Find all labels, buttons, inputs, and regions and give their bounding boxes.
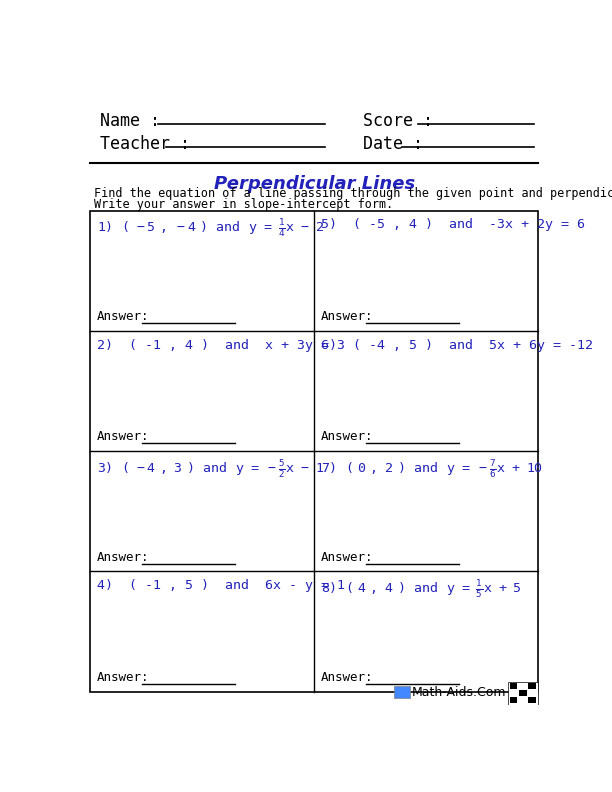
Text: Answer:: Answer: — [97, 310, 149, 323]
Text: 5)  ( -5 , 4 )  and  -3x + 2y = 6: 5) ( -5 , 4 ) and -3x + 2y = 6 — [321, 219, 584, 231]
Text: 6)  ( -4 , 5 )  and  5x + 6y = -12: 6) ( -4 , 5 ) and 5x + 6y = -12 — [321, 338, 592, 352]
Text: Answer:: Answer: — [97, 550, 149, 564]
Text: Math-Aids.Com: Math-Aids.Com — [411, 687, 506, 699]
Bar — [528, 697, 536, 703]
Text: 2)  ( -1 , 4 )  and  x + 3y = 3: 2) ( -1 , 4 ) and x + 3y = 3 — [97, 338, 345, 352]
Text: Score :: Score : — [364, 112, 433, 130]
Bar — [510, 697, 518, 703]
Text: Answer:: Answer: — [97, 431, 149, 444]
Text: Answer:: Answer: — [321, 310, 373, 323]
Text: Answer:: Answer: — [321, 431, 373, 444]
Text: $\mathtt{7)}$  $\mathtt{(\ 0\ ,\ 2\ )\ \ and\ \ y\ =\ -\frac{7}{6}x\ +\ 10}$: $\mathtt{7)}$ $\mathtt{(\ 0\ ,\ 2\ )\ \ … — [321, 459, 543, 481]
Text: Date :: Date : — [364, 135, 424, 153]
Text: Answer:: Answer: — [97, 671, 149, 684]
Bar — [519, 691, 527, 695]
Text: Perpendicular Lines: Perpendicular Lines — [214, 175, 415, 193]
Bar — [510, 683, 518, 689]
Bar — [508, 682, 537, 705]
Text: Answer:: Answer: — [321, 671, 373, 684]
Text: Answer:: Answer: — [321, 550, 373, 564]
Text: $\mathtt{1)}$  $\mathtt{(\ -5\ ,\ -4\ )\ \ and\ \ y\ =\ \frac{1}{4}x\ -\ 2}$: $\mathtt{1)}$ $\mathtt{(\ -5\ ,\ -4\ )\ … — [97, 219, 324, 240]
Text: Find the equation of a line passing through the given point and perpendicular to: Find the equation of a line passing thro… — [94, 188, 612, 200]
FancyBboxPatch shape — [394, 686, 410, 698]
Text: $\mathtt{8)}$  $\mathtt{(\ 4\ ,\ 4\ )\ \ and\ \ y\ =\ \frac{1}{5}x\ +\ 5}$: $\mathtt{8)}$ $\mathtt{(\ 4\ ,\ 4\ )\ \ … — [321, 579, 521, 601]
Text: $\mathtt{3)}$  $\mathtt{(\ -4\ ,\ 3\ )\ \ and\ \ y\ =\ -\frac{5}{2}x\ -\ 1}$: $\mathtt{3)}$ $\mathtt{(\ -4\ ,\ 3\ )\ \… — [97, 459, 324, 481]
Text: Write your answer in slope-intercept form.: Write your answer in slope-intercept for… — [94, 198, 393, 211]
Text: 4)  ( -1 , 5 )  and  6x - y = 1: 4) ( -1 , 5 ) and 6x - y = 1 — [97, 579, 345, 592]
Text: Teacher :: Teacher : — [100, 135, 190, 153]
Bar — [91, 211, 539, 691]
Bar — [528, 683, 536, 689]
Text: Name :: Name : — [100, 112, 160, 130]
